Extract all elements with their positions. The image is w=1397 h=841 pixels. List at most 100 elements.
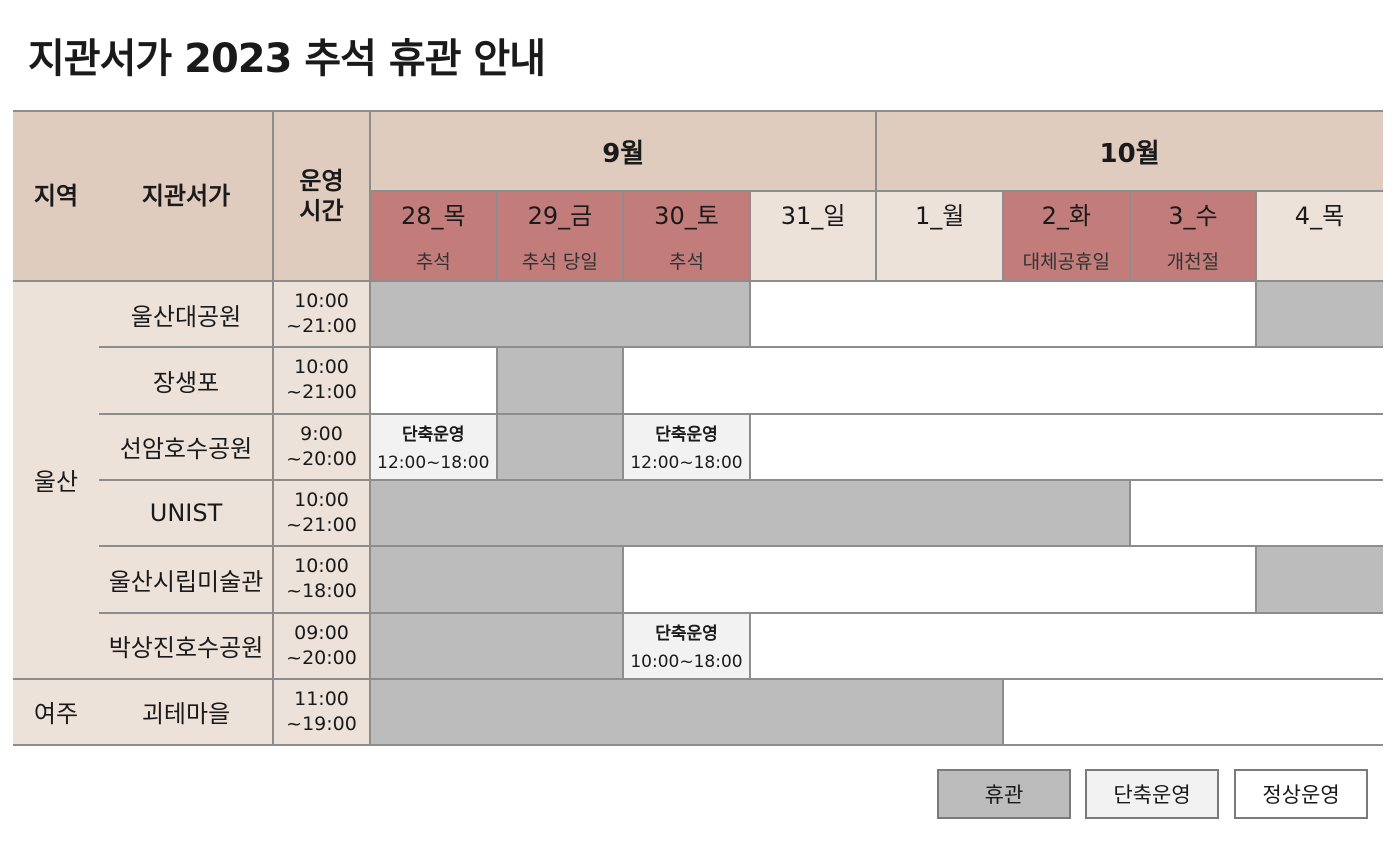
status-closed-cell <box>370 479 497 547</box>
status-open-cell <box>1003 347 1130 413</box>
grid-line <box>13 110 1383 112</box>
grid-line <box>875 111 878 191</box>
status-open-cell <box>876 347 1003 413</box>
day-note: 대체공휴일 <box>1022 251 1110 273</box>
status-short-cell: 단축운영 12:00~18:00 <box>370 413 497 480</box>
hours-cell: 10:00 ~21:00 <box>273 347 370 414</box>
operating-hours: 11:00 ~19:00 <box>286 687 357 735</box>
day-note: 추석 당일 <box>521 251 598 273</box>
grid-line <box>875 191 878 281</box>
grid-line <box>13 677 1383 680</box>
grid-line <box>1128 191 1131 281</box>
status-closed-cell <box>496 612 624 679</box>
day-header: 4_목 <box>1256 191 1383 281</box>
grid-line <box>1002 678 1004 746</box>
grid-line <box>495 413 498 480</box>
day-label: 1_월 <box>915 202 965 230</box>
short-hours-label: 단축운영 <box>655 425 718 446</box>
day-label: 29_금 <box>527 202 593 230</box>
status-closed-cell <box>496 347 624 414</box>
status-closed-cell <box>1003 479 1130 547</box>
legend-closed: 휴관 <box>937 769 1071 819</box>
grid-line <box>1255 191 1258 281</box>
status-closed-cell <box>749 678 877 746</box>
hours-cell: 11:00 ~19:00 <box>273 678 370 746</box>
status-open-cell <box>1256 347 1383 413</box>
library-header-cell: 지관서가 <box>99 111 273 281</box>
status-open-cell <box>370 347 497 413</box>
page-title: 지관서가 2023 추석 휴관 안내 <box>28 36 546 82</box>
status-closed-cell <box>1256 281 1383 348</box>
region-cell: 여주 <box>13 678 99 746</box>
operating-hours: 10:00 ~18:00 <box>286 555 357 603</box>
library-name: 울산시립미술관 <box>108 567 264 596</box>
grid-line <box>748 191 751 281</box>
status-closed-cell <box>496 678 624 746</box>
operating-hours: 09:00 ~20:00 <box>286 621 357 669</box>
status-open-cell <box>750 546 877 612</box>
day-label: 4_목 <box>1294 202 1345 230</box>
grid-line <box>1255 281 1258 348</box>
status-closed-cell <box>496 479 624 547</box>
status-open-cell <box>1130 347 1257 413</box>
library-name: 박상진호수공원 <box>108 634 264 663</box>
status-closed-cell <box>496 281 624 348</box>
operating-hours: 10:00 ~21:00 <box>286 290 357 338</box>
grid-line <box>622 347 625 414</box>
status-open-cell <box>1256 480 1383 546</box>
month-label: 9월 <box>602 138 645 169</box>
day-header: 1_월 <box>876 191 1003 281</box>
library-name-cell: 울산대공원 <box>99 281 273 348</box>
library-name: 장생포 <box>152 368 220 397</box>
day-header: 31_일 <box>749 191 877 281</box>
operating-hours: 9:00 ~20:00 <box>286 422 357 470</box>
status-open-cell <box>750 347 877 413</box>
library-name-cell: 장생포 <box>99 347 273 414</box>
library-name: 울산대공원 <box>130 302 242 331</box>
status-closed-cell <box>370 678 497 746</box>
grid-line <box>495 191 498 281</box>
status-open-cell <box>623 546 750 612</box>
status-open-cell <box>1256 414 1383 480</box>
status-closed-cell <box>749 479 877 547</box>
day-note: 추석 <box>669 251 704 273</box>
short-hours-label: 단축운영 <box>655 624 718 645</box>
status-closed-cell <box>623 281 750 348</box>
grid-line <box>748 413 751 480</box>
status-open-cell <box>1130 480 1257 546</box>
grid-line <box>13 280 1383 282</box>
status-open-cell <box>1256 613 1383 679</box>
status-closed-cell <box>370 612 497 679</box>
legend-label: 휴관 <box>984 783 1024 807</box>
status-open-cell <box>1130 414 1257 480</box>
day-note: 개천절 <box>1166 251 1220 273</box>
status-open-cell <box>876 613 1003 679</box>
status-open-cell <box>750 281 877 347</box>
grid-line <box>1128 479 1131 547</box>
grid-line <box>99 412 1383 415</box>
day-header: 2_화 대체공휴일 <box>1003 191 1130 281</box>
hours-cell: 10:00 ~21:00 <box>273 479 370 547</box>
library-name-cell: 울산시립미술관 <box>99 546 273 613</box>
grid-line <box>748 281 751 348</box>
status-open-cell <box>1003 281 1130 347</box>
short-hours-time: 12:00~18:00 <box>377 453 490 474</box>
region-name: 여주 <box>33 700 79 729</box>
grid-line <box>99 346 1383 349</box>
grid-line <box>13 744 1383 747</box>
grid-line <box>1255 546 1258 613</box>
hours-header-cell: 운영 시간 <box>273 111 370 281</box>
status-open-cell <box>1130 281 1257 347</box>
status-open-cell <box>1003 613 1130 679</box>
legend-label: 정상운영 <box>1262 783 1340 807</box>
library-name-cell: UNIST <box>99 479 273 547</box>
status-open-cell <box>876 414 1003 480</box>
status-closed-cell <box>623 479 750 547</box>
status-short-cell: 단축운영 10:00~18:00 <box>623 612 750 679</box>
hours-cell: 10:00 ~18:00 <box>273 546 370 613</box>
library-header: 지관서가 <box>141 182 231 210</box>
status-closed-cell <box>370 546 497 613</box>
grid-line <box>622 546 625 613</box>
operating-hours: 10:00 ~21:00 <box>286 489 357 537</box>
